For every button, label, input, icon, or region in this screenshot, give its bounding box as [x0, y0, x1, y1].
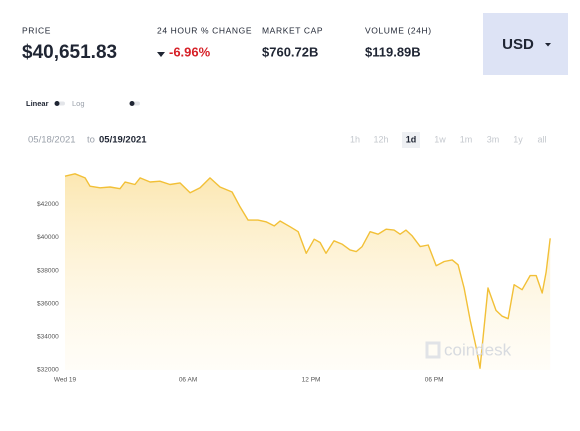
range-option[interactable]: 3m: [487, 134, 500, 144]
currency-button[interactable]: [483, 13, 568, 75]
range-option[interactable]: 1m: [460, 134, 473, 144]
scale-option[interactable]: Log: [72, 99, 85, 108]
stat-value: $40,651.83: [22, 42, 117, 63]
toggle-knob: [129, 101, 135, 106]
x-tick-label: Wed 19: [54, 377, 77, 384]
y-tick-label: $36000: [37, 300, 59, 307]
x-tick-label: 12 PM: [302, 377, 321, 384]
scale-option[interactable]: Linear: [26, 99, 49, 108]
x-tick-label: 06 PM: [425, 377, 444, 384]
y-tick-label: $38000: [37, 267, 59, 274]
down-arrow: [157, 52, 165, 57]
y-tick-label: $40000: [37, 234, 59, 241]
y-tick-label: $32000: [37, 367, 59, 374]
currency-label[interactable]: USD: [502, 36, 534, 53]
range-option[interactable]: 1y: [513, 134, 523, 144]
range-option[interactable]: 12h: [373, 134, 388, 144]
y-tick-label: $34000: [37, 334, 59, 341]
stat-label: VOLUME (24H): [365, 25, 432, 35]
stat-label: MARKET CAP: [262, 25, 323, 35]
range-option[interactable]: 1w: [434, 134, 446, 144]
stat-label: 24 HOUR % CHANGE: [157, 25, 252, 35]
range-option[interactable]: 1h: [350, 134, 360, 144]
y-tick-label: $42000: [37, 201, 59, 208]
date-separator: to: [87, 135, 95, 146]
stat-value: $760.72B: [262, 44, 318, 59]
area-fill: [65, 173, 551, 370]
watermark: coindesk: [444, 340, 512, 359]
stat-value: $119.89B: [365, 44, 421, 59]
date-from[interactable]: 05/18/2021: [28, 135, 76, 146]
watermark-icon: [425, 341, 441, 359]
price-line: [64, 173, 551, 369]
range-option[interactable]: all: [537, 134, 546, 144]
x-tick-label: 06 AM: [179, 377, 197, 384]
dropdown-caret: [545, 43, 551, 47]
date-to[interactable]: 05/19/2021: [99, 135, 147, 146]
stat-label: PRICE: [22, 25, 51, 35]
stat-value: -6.96%: [169, 44, 211, 59]
range-option[interactable]: 1d: [406, 134, 417, 144]
range-highlight: [402, 132, 420, 148]
toggle-knob: [54, 101, 60, 106]
